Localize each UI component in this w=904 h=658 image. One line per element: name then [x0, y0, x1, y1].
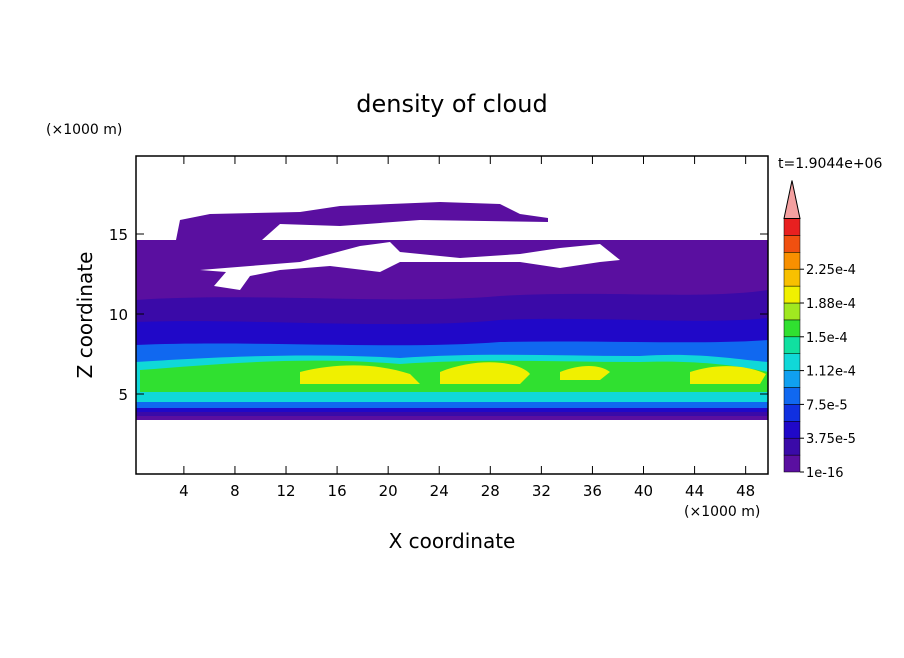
- plot-frame: [135, 155, 769, 475]
- x-tick-label: 8: [230, 482, 240, 500]
- contour-hole: [200, 242, 620, 290]
- contour-region: [176, 202, 548, 240]
- x-tick-label: 4: [179, 482, 189, 500]
- y-tick-label: 15: [109, 226, 128, 244]
- y-unit: (×1000 m): [46, 122, 122, 138]
- colorbar-label: 1.5e-4: [806, 331, 848, 346]
- x-tick-label: 48: [736, 482, 755, 500]
- contour-field: [136, 202, 768, 420]
- colorbar-band: [783, 319, 801, 338]
- colorbar-label: 2.25e-4: [806, 263, 856, 278]
- colorbar-band: [783, 370, 801, 388]
- colorbar-band: [783, 218, 801, 236]
- x-tick-label: 40: [634, 482, 653, 500]
- y-axis-title: Z coordinate: [73, 252, 97, 379]
- x-tick-label: 28: [481, 482, 500, 500]
- x-tick-label: 20: [379, 482, 398, 500]
- x-axis-title: X coordinate: [389, 529, 516, 553]
- colorbar-band: [783, 387, 801, 405]
- x-tick-label: 16: [328, 482, 347, 500]
- colorbar-band: [783, 235, 801, 253]
- x-tick-label: 36: [583, 482, 602, 500]
- colorbar-label: 1e-16: [806, 466, 844, 481]
- colorbar-label: 1.88e-4: [806, 297, 856, 312]
- contour-region: [300, 362, 766, 384]
- colorbar-extend: [783, 180, 801, 219]
- colorbar-band: [783, 252, 801, 270]
- colorbar-band: [783, 421, 801, 439]
- colorbar-band: [783, 336, 801, 354]
- x-tick-label: 24: [430, 482, 449, 500]
- chart-title: density of cloud: [356, 90, 547, 118]
- y-tick-label: 10: [109, 306, 128, 324]
- time-label: t=1.9044e+06: [778, 156, 882, 172]
- colorbar-band: [783, 285, 801, 304]
- x-unit: (×1000 m): [684, 504, 760, 520]
- x-tick-label: 12: [276, 482, 295, 500]
- colorbar-band: [783, 302, 801, 321]
- colorbar-label: 3.75e-5: [806, 432, 856, 447]
- colorbar-band: [783, 454, 801, 473]
- colorbar-label: 7.5e-5: [806, 398, 848, 413]
- x-tick-label: 32: [532, 482, 551, 500]
- y-tick-label: 5: [118, 386, 128, 404]
- colorbar-band: [783, 353, 801, 371]
- colorbar-band: [783, 404, 801, 422]
- x-tick-label: 44: [685, 482, 704, 500]
- colorbar-band: [783, 268, 801, 287]
- colorbar-label: 1.12e-4: [806, 365, 856, 380]
- colorbar-band: [783, 437, 801, 456]
